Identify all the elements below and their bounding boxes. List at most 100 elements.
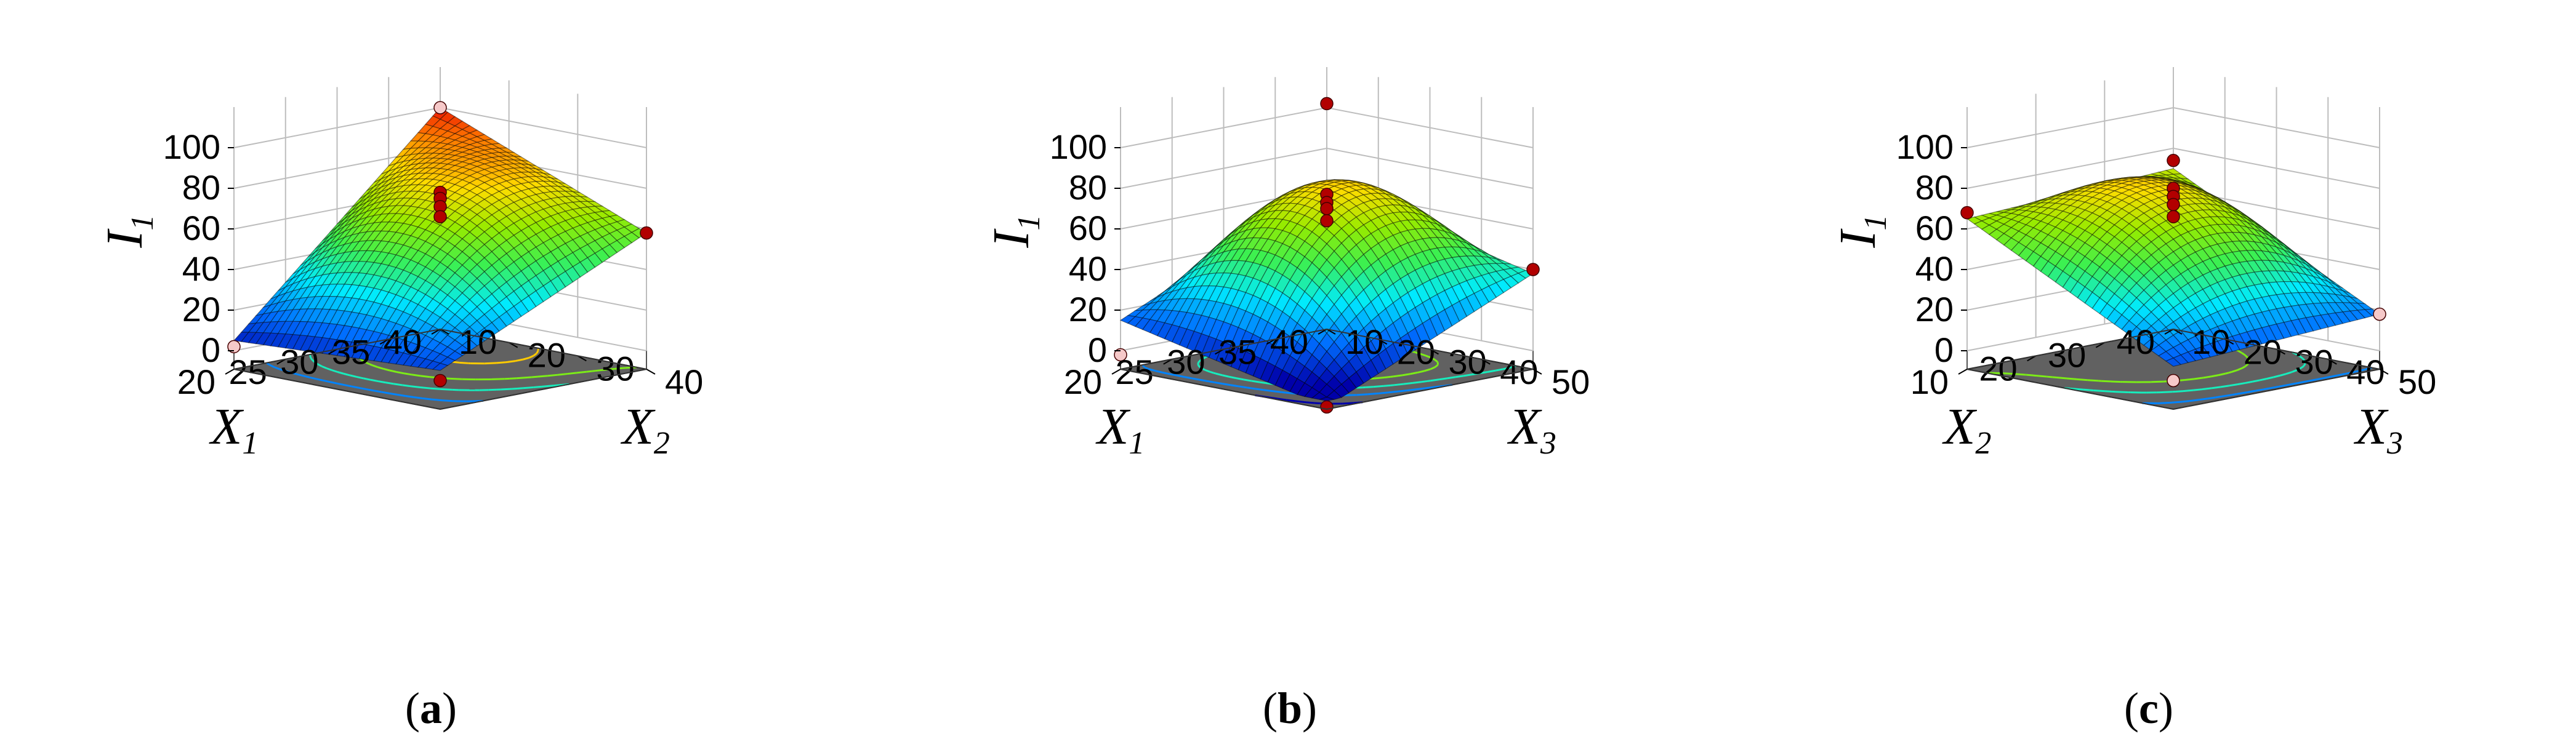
contour-line [2247, 358, 2250, 361]
contour-line [1148, 368, 1150, 370]
floor-edge [1326, 369, 1534, 410]
contour-line [1366, 386, 1374, 388]
z-tick-label: 20 [1069, 290, 1107, 329]
contour-line [558, 373, 568, 376]
contour-line [1402, 373, 1411, 377]
x-axis-label: X1 [209, 398, 258, 461]
contour-line [2322, 375, 2331, 380]
design-point [1114, 348, 1127, 362]
contour-line [2295, 353, 2300, 358]
contour-line [567, 372, 578, 375]
z-tick-label: 0 [1934, 330, 1954, 369]
response-surface [233, 107, 648, 371]
contour-line [2301, 365, 2304, 368]
contour-line [2243, 353, 2246, 356]
x-axis-label: X1 [1095, 398, 1145, 461]
contour-line [522, 357, 529, 361]
contour-line [2252, 379, 2260, 383]
contour-line [284, 370, 291, 374]
contour-line [337, 371, 340, 374]
contour-line [1206, 380, 1215, 383]
design-point [227, 340, 241, 354]
contour-line [1149, 368, 1156, 372]
contour-line [2151, 380, 2163, 383]
surface-plot-c: 020406080100I110203040X21020304050X3(c) [1829, 67, 2436, 733]
y-axis: 1020304050X3 [1326, 322, 1590, 461]
contour-line [576, 370, 587, 374]
contour-line [1265, 382, 1269, 385]
floor-edge [440, 329, 647, 370]
z-tick-label: 100 [163, 127, 220, 166]
contour-line [2330, 374, 2338, 378]
contour-line [1447, 376, 1456, 380]
y-tick-label: 30 [1449, 343, 1487, 381]
contour-line [2229, 383, 2237, 387]
contour-line [351, 385, 360, 389]
floor-edge [233, 329, 441, 370]
contour-line [393, 383, 403, 386]
contour-line [1246, 386, 1255, 390]
floor-edge [1120, 369, 1327, 410]
x-tick-label: 35 [332, 332, 370, 371]
contour-line [509, 377, 517, 380]
contour-line [1393, 374, 1403, 378]
y-axis-label-main: X [621, 398, 656, 455]
y-axis-label: X2 [621, 398, 670, 461]
y-axis-label: X3 [2354, 398, 2403, 461]
contour-line [1281, 391, 1286, 394]
z-tick-label: 40 [1915, 249, 1954, 288]
contour-line [358, 386, 367, 391]
contour-line [1222, 383, 1231, 386]
surface-cell [2180, 351, 2196, 363]
surface-cell [2298, 317, 2314, 334]
contour-line [515, 358, 523, 362]
contour-line [405, 394, 414, 398]
contour-line [2207, 396, 2216, 400]
contour-line [2301, 358, 2306, 361]
z-tick-label: 100 [1896, 127, 1954, 166]
y-axis-label-sub: 3 [1540, 426, 1556, 461]
x-tick-label: 35 [1218, 332, 1257, 371]
contour-line [311, 359, 315, 363]
contour-line [1215, 372, 1223, 377]
floor-edge [440, 369, 647, 410]
contour-line [1155, 370, 1163, 374]
x-tick-label: 10 [1910, 362, 1949, 401]
z-tick-label: 20 [182, 290, 220, 329]
front-edges [233, 329, 647, 410]
contour-line [2231, 369, 2238, 373]
contour-line [592, 370, 596, 372]
z-axis-label-sub: 1 [125, 215, 160, 231]
z-tick-label: 80 [1915, 168, 1954, 207]
caption-open: ( [405, 684, 420, 733]
contour-line [2244, 365, 2247, 368]
contour-line [529, 354, 534, 359]
contour-line [450, 377, 462, 380]
contour-line [1263, 389, 1273, 393]
contour-line [2087, 379, 2099, 382]
contour-line [356, 375, 364, 380]
contour-line [1176, 374, 1185, 378]
surface-cell [461, 338, 478, 351]
contour-line [413, 396, 423, 399]
contour-line [1342, 402, 1354, 405]
contour-line [1222, 374, 1230, 378]
contour-line [459, 361, 469, 364]
contour-line [1251, 380, 1260, 383]
contour-line [1410, 371, 1418, 375]
x-axis-label-sub: 1 [1129, 426, 1145, 461]
contour-line [2239, 391, 2248, 395]
floor-edge [233, 369, 441, 410]
surface-cell [513, 300, 529, 318]
contour-line [2293, 381, 2301, 385]
contour-line [1356, 393, 1368, 396]
surface-cell [587, 252, 603, 268]
floor-contours [1986, 336, 2372, 404]
contour-line [496, 361, 505, 364]
x-axis: 2025303540X1 [1064, 322, 1327, 461]
surface-cell [2253, 327, 2270, 345]
contour-line [484, 362, 497, 365]
contour-line [533, 353, 537, 357]
contour-line [2278, 384, 2287, 388]
